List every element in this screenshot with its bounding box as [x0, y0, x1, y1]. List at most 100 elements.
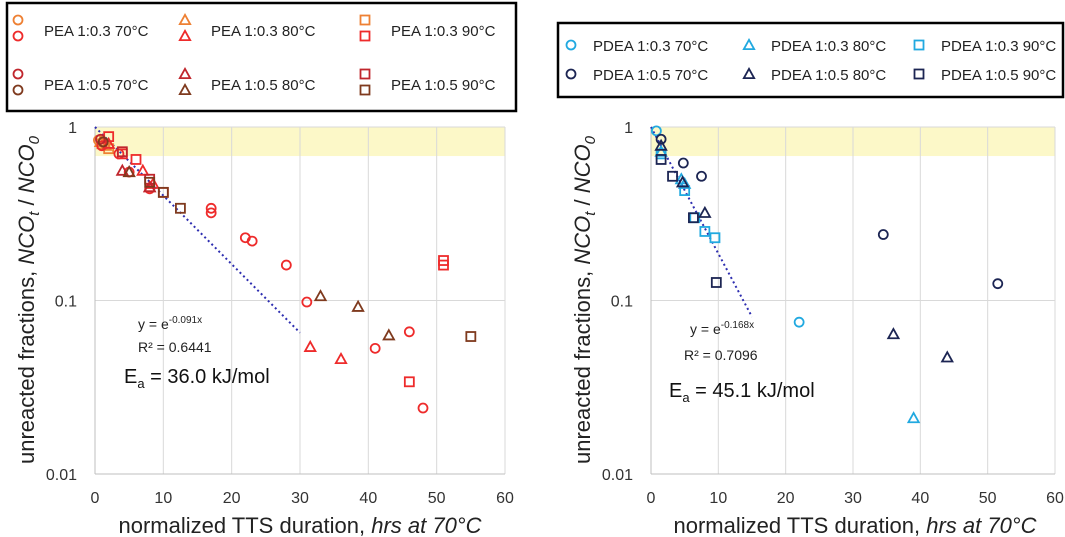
y-axis-title-sub-t: t [26, 211, 43, 216]
data-point [438, 259, 449, 271]
legend-label: PEA 1:0.3 90°C [391, 23, 496, 40]
data-point [334, 351, 348, 365]
y-axis-title-slash: / [14, 193, 39, 211]
activation-energy-symbol: E [124, 366, 137, 388]
legend-marker [565, 68, 577, 80]
y-tick-label: 0.1 [611, 294, 633, 311]
data-points [650, 125, 1004, 424]
legend-label: PEA 1:0.5 70°C [44, 77, 149, 94]
data-point [205, 202, 217, 214]
y-tick-label: 0.01 [602, 467, 633, 484]
x-tick-label: 40 [911, 490, 929, 507]
x-tick-label: 0 [91, 490, 100, 507]
data-point [992, 278, 1004, 290]
legend: PEA 1:0.3 70°C PEA 1:0.3 80°C PEA 1:0.3 90… [5, 1, 518, 113]
legend-marker [742, 66, 756, 80]
legend-marker [12, 84, 24, 96]
x-tick-label: 20 [777, 490, 795, 507]
activation-energy-value: = 45.1 kJ/mol [690, 380, 815, 402]
x-tick-label: 50 [428, 490, 446, 507]
data-point [886, 327, 901, 340]
data-point [246, 235, 258, 247]
legend-box [5, 1, 518, 113]
activation-energy-subscript: a [137, 376, 145, 391]
data-point [650, 125, 662, 137]
x-axis-title-text: normalized TTS duration, [673, 513, 926, 537]
fit-equation-exponent: -0.091x [169, 315, 202, 326]
x-tick-label: 60 [496, 490, 514, 507]
legend-label: PDEA 1:0.3 80°C [771, 38, 886, 55]
data-point [696, 170, 707, 182]
gridlines [650, 126, 1056, 475]
data-point [95, 133, 106, 145]
y-axis-title-nco: NCO [14, 216, 39, 265]
legend-marker [178, 66, 192, 80]
legend-marker [359, 84, 371, 96]
legend-marker [913, 68, 925, 80]
data-point [655, 133, 667, 145]
y-axis-title-sub-t: t [582, 211, 599, 216]
legend-marker [742, 37, 756, 51]
legend-marker [359, 30, 371, 42]
activation-energy-subscript: a [682, 390, 690, 405]
y-axis-title-sub-0: 0 [26, 135, 43, 144]
data-point [698, 205, 712, 218]
data-point [667, 170, 678, 182]
y-axis-title-text: unreacted fractions, [570, 265, 595, 464]
x-tick-label: 50 [979, 490, 997, 507]
legend-label: PEA 1:0.3 80°C [211, 23, 316, 40]
fit-trendline [94, 126, 301, 334]
y-axis-title-text: unreacted fractions, [14, 265, 39, 464]
x-tick-label: 10 [154, 490, 172, 507]
y-axis-title: unreacted fractions, NCOt / NCO0 [570, 135, 599, 464]
x-axis-title: normalized TTS duration, hrs at 70°C [673, 513, 1036, 537]
data-point [709, 232, 721, 244]
data-point [675, 175, 690, 188]
fit-equation-exponent: -0.168x [721, 320, 754, 331]
data-point [101, 136, 116, 149]
y-axis-title: unreacted fractions, NCOt / NCO0 [14, 135, 43, 464]
y-tick-label: 1 [68, 120, 77, 137]
data-point [877, 229, 889, 240]
data-point [280, 259, 292, 271]
r-squared-label: R² = 0.7096 [684, 347, 758, 363]
legend-marker [359, 14, 371, 26]
legend-label: PDEA 1:0.5 80°C [771, 67, 886, 84]
x-axis-title: normalized TTS duration, hrs at 70°C [118, 513, 481, 537]
x-tick-label: 20 [223, 490, 241, 507]
activation-energy-label: Ea = 36.0 kJ/mol [124, 366, 270, 391]
legend-marker [178, 28, 192, 42]
fit-equation-base: y = e [690, 321, 721, 337]
legend-marker [178, 12, 192, 26]
legend-marker [12, 14, 24, 26]
data-point [382, 328, 396, 341]
y-tick-label: 0.01 [46, 467, 77, 484]
legend-marker [178, 82, 192, 96]
data-point [303, 339, 317, 352]
fit-trendline [650, 126, 753, 318]
x-axis-title-italic: hrs at 70°C [926, 513, 1036, 537]
data-point [906, 411, 921, 424]
data-point [417, 402, 429, 414]
y-tick-label: 1 [624, 120, 633, 137]
r-squared-label: R² = 0.6441 [138, 339, 212, 355]
legend-marker [12, 68, 24, 80]
x-tick-label: 30 [291, 490, 309, 507]
data-point [144, 176, 156, 188]
data-point [157, 186, 169, 198]
chart-panel-pea: 0 10 20 30 40 50 60 0.01 0.1 1 normalized TTS dura… [5, 1, 518, 537]
data-point [351, 299, 365, 312]
data-point [677, 157, 689, 169]
legend: PDEA 1:0.3 70°C PDEA 1:0.3 80°C PDEA 1:0.3… [556, 21, 1065, 99]
legend-marker [12, 30, 24, 42]
legend-label: PDEA 1:0.5 70°C [593, 67, 708, 84]
data-point [205, 207, 217, 219]
y-axis-title-nco0: NCO [570, 144, 595, 193]
x-tick-label: 40 [359, 490, 377, 507]
data-point [465, 331, 477, 342]
data-point [130, 154, 142, 165]
data-point [793, 316, 805, 328]
data-point [97, 136, 109, 148]
data-point [699, 226, 711, 237]
